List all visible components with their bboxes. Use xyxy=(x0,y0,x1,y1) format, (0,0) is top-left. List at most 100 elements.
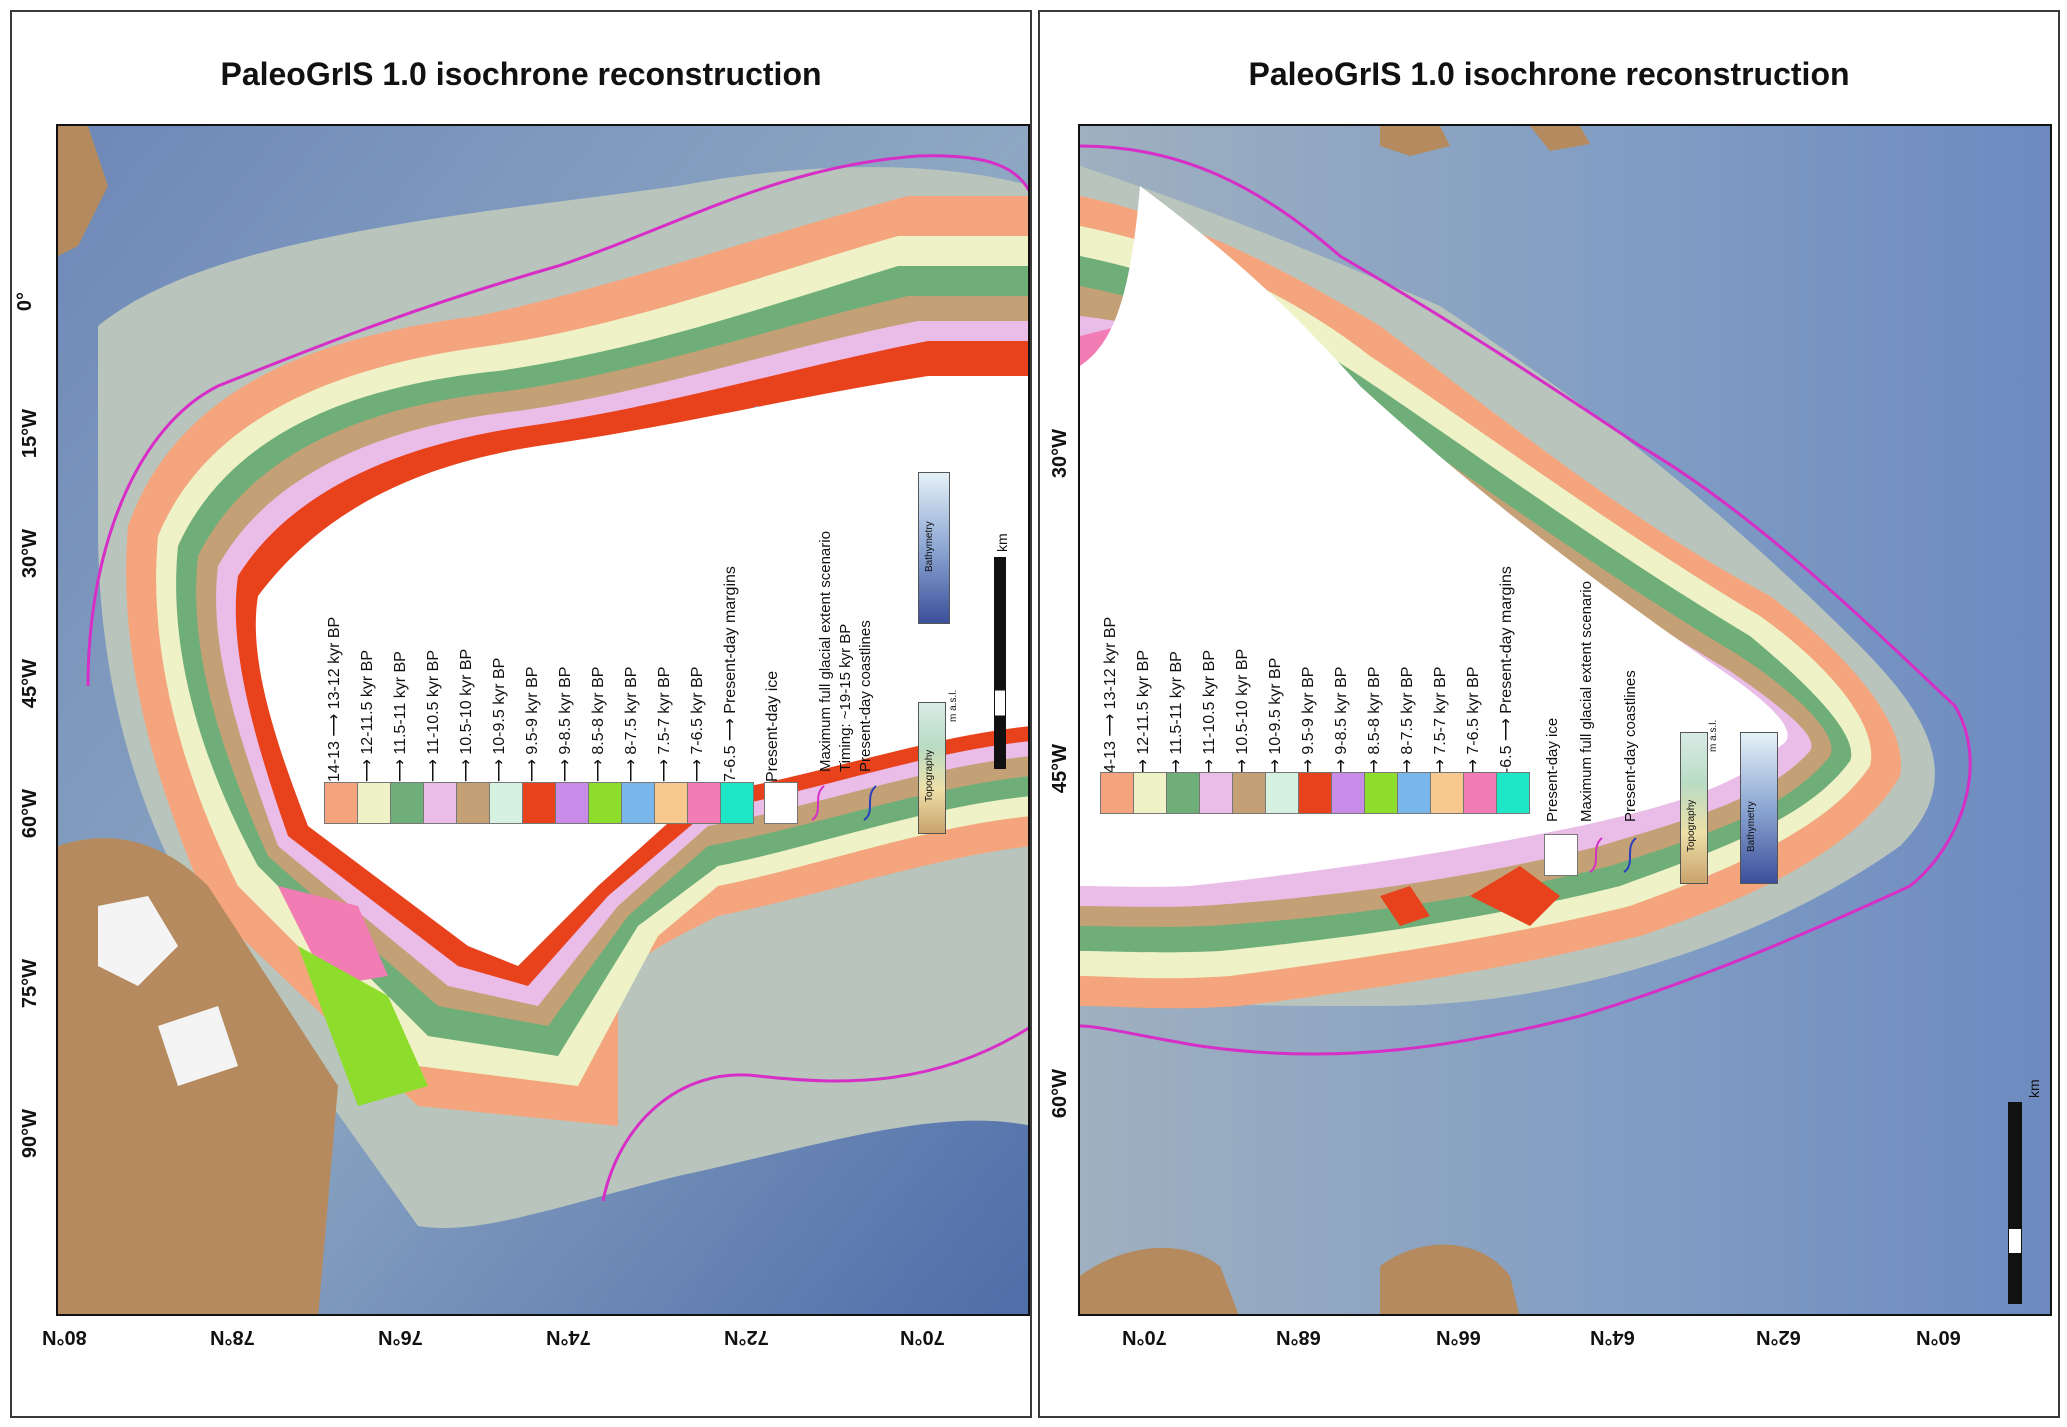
legend-iso-label-1: 14-13 ⟶ 13-12 kyr BP xyxy=(1102,616,1119,782)
left-panel: PaleoGrIS 1.0 isochrone reconstruction xyxy=(10,10,1032,1418)
topography-unit: m a.s.l. xyxy=(948,689,959,722)
swatch-iso-13 xyxy=(720,782,754,824)
land-svalbard xyxy=(58,126,108,256)
lat-label-72n: 72°N xyxy=(724,1326,769,1348)
isochrone-patch-9.5-9 xyxy=(1380,866,1560,926)
swatch-iso-13 xyxy=(1496,772,1530,814)
lat-label-68n: 68°N xyxy=(1276,1326,1321,1348)
scale-unit: km xyxy=(994,533,1010,552)
swatch-iso-10 xyxy=(1397,772,1431,814)
swatch-iso-5 xyxy=(456,782,490,824)
swatch-iso-3 xyxy=(1166,772,1200,814)
lat-label-80n: 80°N xyxy=(42,1326,87,1348)
land-labrador xyxy=(1080,1244,1520,1314)
topography-title: Topography xyxy=(1686,799,1697,852)
legend-iso-label-11: ⟶ 7.5-7 kyr BP xyxy=(1432,666,1449,782)
swatch-coastline xyxy=(863,785,877,821)
swatch-coastline xyxy=(1623,837,1637,873)
swatch-iso-8 xyxy=(555,782,589,824)
scale-unit: km xyxy=(2026,1079,2042,1098)
legend-coastlines-text: Present-day coastlines xyxy=(1622,670,1639,822)
isochrone-patch-7.5-7 xyxy=(278,886,388,986)
ellesmere-ice-caps xyxy=(98,896,238,1086)
land-iceland xyxy=(1380,126,1590,156)
swatch-iso-6 xyxy=(489,782,523,824)
legend-iso-label-4: ⟶ 11-10.5 kyr BP xyxy=(425,649,442,782)
swatch-iso-8 xyxy=(1331,772,1365,814)
max-extent-line xyxy=(1080,144,1972,1056)
max-extent-line-south xyxy=(601,1026,1028,1202)
legend-timing-text: Timing: ~19-15 kyr BP xyxy=(837,623,854,772)
legend-iso-label-8: ⟶ 9-8.5 kyr BP xyxy=(1333,666,1350,782)
lon-label-30w: 30°W xyxy=(1049,428,1072,479)
swatch-iso-4 xyxy=(423,782,457,824)
legend-iso-label-11: ⟶ 7.5-7 kyr BP xyxy=(656,666,673,782)
legend-swatches xyxy=(324,782,825,832)
topography-bar xyxy=(1680,732,1708,884)
lon-label-45w: 45°W xyxy=(1049,743,1072,794)
legend-max-extent-text: Maximum full glacial extent scenario xyxy=(1578,581,1595,822)
legend-present-ice-text: Present-day ice xyxy=(1544,717,1561,822)
lat-label-64n: 64°N xyxy=(1590,1326,1635,1348)
max-extent-line-north xyxy=(86,154,1028,687)
right-panel: PaleoGrIS 1.0 isochrone reconstruction xyxy=(1038,10,2060,1418)
scale-bar xyxy=(2008,1102,2022,1304)
lon-label-0: 0° xyxy=(14,291,37,312)
topography-title: Topography xyxy=(924,749,935,802)
legend: 14-13 ⟶ 13-12 kyr BP ⟶ 12-11.5 kyr BP ⟶ … xyxy=(1100,566,1600,782)
topography-unit: m a.s.l. xyxy=(1708,719,1719,752)
bathymetry-bar xyxy=(918,472,950,624)
legend-present-ice-label: Present-day ice xyxy=(764,670,781,782)
lat-label-60n: 60°N xyxy=(1916,1326,1961,1348)
legend-iso-label-10: ⟶ 8-7.5 kyr BP xyxy=(1399,666,1416,782)
lat-label-78n: 78°N xyxy=(210,1326,255,1348)
bathymetry-title: Bathymetry xyxy=(1746,801,1757,852)
legend-iso-label-7: ⟶ 9.5-9 kyr BP xyxy=(524,666,541,782)
lon-label-60w: 60°W xyxy=(1049,1068,1072,1119)
swatch-max-extent xyxy=(811,785,825,821)
legend-swatches xyxy=(1100,772,1600,822)
lon-label-30w: 30°W xyxy=(19,528,42,579)
lon-label-90w: 90°W xyxy=(19,1108,42,1159)
panel-title: PaleoGrIS 1.0 isochrone reconstruction xyxy=(1248,56,1850,92)
legend-iso-label-6: ⟶ 10-9.5 kyr BP xyxy=(491,657,508,782)
swatch-iso-2 xyxy=(1133,772,1167,814)
lat-label-62n: 62°N xyxy=(1756,1326,1801,1348)
legend-iso-label-3: ⟶ 11.5-11 kyr BP xyxy=(1168,651,1185,782)
legend-iso-label-2: ⟶ 12-11.5 kyr BP xyxy=(359,649,376,782)
legend-iso-label-13: 7-6.5 ⟶ Present-day margins xyxy=(1498,566,1515,782)
swatch-iso-5 xyxy=(1232,772,1266,814)
legend-iso-label-10: ⟶ 8-7.5 kyr BP xyxy=(623,666,640,782)
lat-label-74n: 74°N xyxy=(546,1326,591,1348)
legend-iso-label-4: ⟶ 11-10.5 kyr BP xyxy=(1201,649,1218,782)
topography-bar xyxy=(918,702,946,834)
swatch-iso-1 xyxy=(1100,772,1134,814)
swatch-max-extent xyxy=(1589,837,1603,873)
present-day-ice xyxy=(1080,186,1788,887)
swatch-iso-1 xyxy=(324,782,358,824)
swatch-iso-12 xyxy=(687,782,721,824)
swatch-iso-10 xyxy=(621,782,655,824)
legend-iso-label-6: ⟶ 10-9.5 kyr BP xyxy=(1267,657,1284,782)
swatch-iso-9 xyxy=(588,782,622,824)
legend-max-extent-text: Maximum full glacial extent scenario xyxy=(817,531,834,772)
isochrone-patch-8.5-8-south xyxy=(298,946,428,1106)
lon-label-60w: 60°W xyxy=(19,788,42,839)
legend-iso-label-12: ⟶ 7-6.5 kyr BP xyxy=(1465,666,1482,782)
swatch-present-ice xyxy=(1544,834,1578,876)
swatch-iso-6 xyxy=(1265,772,1299,814)
swatch-iso-7 xyxy=(1298,772,1332,814)
swatch-iso-4 xyxy=(1199,772,1233,814)
swatch-iso-12 xyxy=(1463,772,1497,814)
panel-title: PaleoGrIS 1.0 isochrone reconstruction xyxy=(220,56,822,92)
swatch-present-ice xyxy=(764,782,798,824)
legend-iso-label-2: ⟶ 12-11.5 kyr BP xyxy=(1135,649,1152,782)
legend-iso-label-8: ⟶ 9-8.5 kyr BP xyxy=(557,666,574,782)
legend-coastlines-text: Present-day coastlines xyxy=(857,620,874,772)
lat-label-70n: 70°N xyxy=(900,1326,945,1348)
lon-label-15w: 15°W xyxy=(19,408,42,459)
swatch-iso-9 xyxy=(1364,772,1398,814)
legend-iso-label-7: ⟶ 9.5-9 kyr BP xyxy=(1300,666,1317,782)
legend-iso-label-5: ⟶ 10.5-10 kyr BP xyxy=(458,648,475,782)
legend-iso-label-13: 7-6.5 ⟶ Present-day margins xyxy=(722,566,739,782)
